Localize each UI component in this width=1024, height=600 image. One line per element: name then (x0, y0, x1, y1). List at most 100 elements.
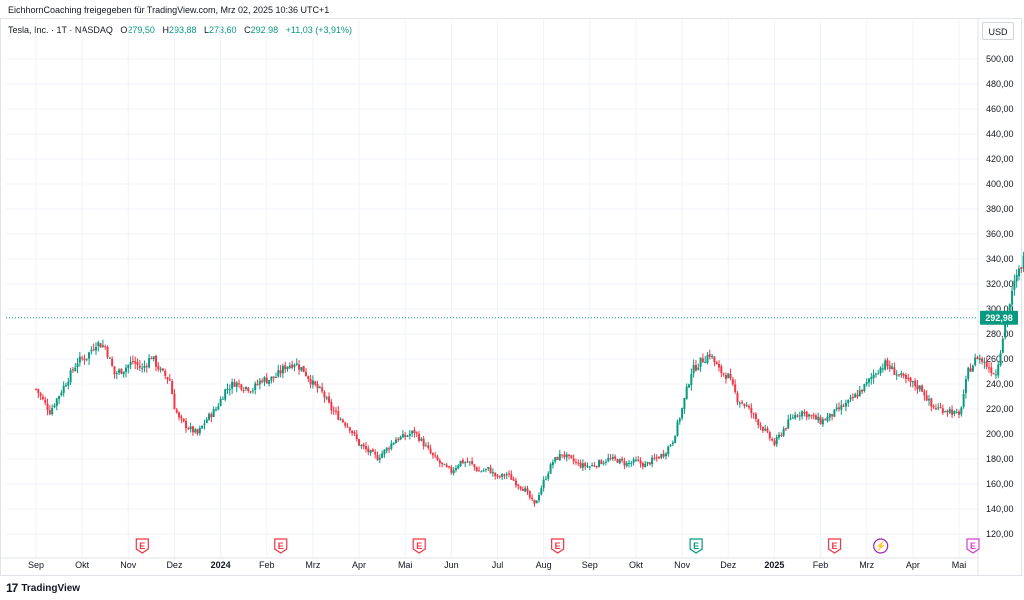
symbol-label[interactable]: Tesla, Inc. · 1T · NASDAQ (8, 25, 113, 35)
candle-body (914, 380, 917, 387)
candle-body (90, 350, 93, 352)
candle-body (1008, 304, 1011, 316)
candle-body (323, 391, 326, 398)
x-tick-label: Feb (813, 560, 829, 570)
earnings-event-icon (827, 538, 842, 554)
candle-body (394, 439, 397, 444)
candle-body (316, 384, 319, 389)
candle-body (478, 470, 481, 472)
candle-body (97, 342, 100, 347)
candle-body (969, 368, 972, 372)
candle-body (941, 408, 944, 413)
candle-body (168, 379, 171, 381)
candle-body (127, 365, 130, 368)
candle-body (581, 463, 584, 468)
candle-body (367, 448, 370, 453)
candle-body (907, 377, 910, 379)
candle-body (508, 473, 511, 475)
candle-body (840, 405, 843, 410)
candle-body (129, 362, 132, 366)
earnings-event-icon (966, 538, 980, 554)
y-tick-label: 420,00 (986, 154, 1014, 164)
candle-body (514, 480, 517, 486)
candle-body (385, 447, 388, 451)
candle-body (466, 461, 469, 463)
candle-body (254, 383, 257, 391)
candle-body (704, 361, 707, 364)
candle-body (992, 373, 995, 375)
candle-body (161, 368, 164, 371)
candle-body (279, 370, 282, 374)
y-tick-label: 200,00 (986, 429, 1014, 439)
candle-body (893, 367, 896, 375)
candle-body (415, 432, 418, 434)
candle-body (609, 458, 612, 460)
candle-body (775, 437, 778, 445)
open-key: O (120, 25, 128, 35)
x-tick-label: Nov (120, 560, 137, 570)
candle-body (484, 468, 487, 470)
candle-body (145, 366, 148, 368)
candle-body (951, 409, 954, 415)
candle-body (371, 449, 374, 452)
candle-body (196, 429, 199, 434)
candle-body (473, 464, 476, 468)
candle-body (106, 346, 109, 358)
candle-body (210, 414, 213, 418)
candle-body (138, 365, 141, 368)
candle-body (831, 414, 834, 417)
earnings-event-icon (551, 538, 565, 554)
candle-body (83, 358, 86, 361)
event-marker-label: E (416, 541, 422, 551)
candle-body (436, 456, 439, 461)
candle-body (1017, 268, 1020, 277)
candle-body (738, 402, 741, 404)
candle-body (201, 425, 204, 429)
candle-body (849, 397, 852, 400)
candle-body (348, 427, 351, 431)
candle-body (434, 455, 437, 457)
candle-body (258, 380, 261, 385)
candle-body (752, 413, 755, 415)
candle-body (242, 389, 245, 391)
candle-body (311, 380, 314, 385)
candle-body (771, 438, 774, 441)
candle-body (205, 419, 208, 423)
tradingview-footer[interactable]: 17 TradingView (6, 580, 80, 596)
candle-body (78, 356, 81, 363)
candle-body (81, 357, 84, 359)
candle-body (53, 405, 56, 407)
candle-body (944, 411, 947, 413)
candle-body (812, 415, 815, 417)
candle-body (960, 407, 963, 415)
x-tick-label: Mai (398, 560, 413, 570)
candle-body (37, 389, 40, 394)
candle-body (667, 446, 670, 455)
candle-body (501, 473, 504, 477)
candle-body (736, 393, 739, 403)
candle-body (994, 374, 997, 376)
candle-body (240, 384, 243, 390)
y-tick-label: 120,00 (986, 529, 1014, 539)
candle-body (759, 424, 762, 427)
candle-body (757, 419, 760, 425)
share-attribution: EichhornCoaching freigegeben für Trading… (8, 5, 330, 15)
candle-body (586, 466, 589, 468)
candle-body (487, 467, 490, 469)
candle-body (683, 398, 686, 410)
candle-body (263, 377, 266, 382)
candle-body (265, 377, 268, 384)
candle-body (570, 455, 573, 458)
candle-body (544, 478, 547, 480)
candle-body (175, 409, 178, 413)
x-tick-label: Sep (582, 560, 598, 570)
low-value: 273,60 (209, 25, 237, 35)
candle-body (203, 423, 206, 425)
currency-button[interactable]: USD (982, 22, 1014, 40)
candle-body (337, 411, 340, 420)
candle-body (911, 381, 914, 383)
y-tick-label: 180,00 (986, 454, 1014, 464)
candle-body (974, 357, 977, 365)
candle-body (868, 378, 871, 383)
